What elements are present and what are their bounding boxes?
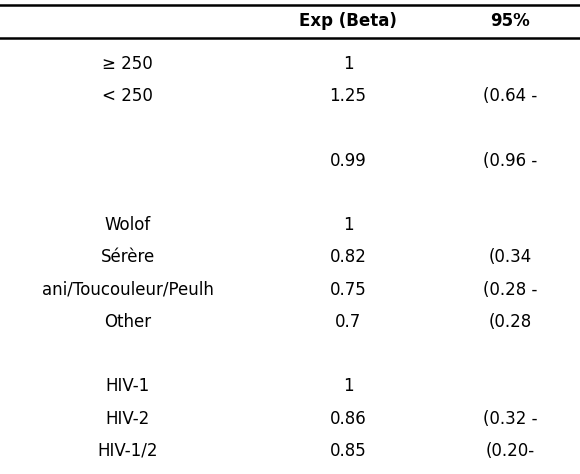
Text: (0.28 -: (0.28 - <box>483 281 538 299</box>
Text: 1: 1 <box>343 377 353 395</box>
Text: HIV-1/2: HIV-1/2 <box>97 442 158 460</box>
Text: HIV-2: HIV-2 <box>106 410 150 428</box>
Text: Wolof: Wolof <box>104 216 151 234</box>
Text: 0.75: 0.75 <box>329 281 367 299</box>
Text: ani/Toucouleur/Peulh: ani/Toucouleur/Peulh <box>42 281 213 299</box>
Text: (0.32 -: (0.32 - <box>483 410 538 428</box>
Text: 1: 1 <box>343 216 353 234</box>
Text: Sérère: Sérère <box>100 248 155 266</box>
Text: ≥ 250: ≥ 250 <box>102 55 153 73</box>
Text: 0.99: 0.99 <box>329 152 367 170</box>
Text: HIV-1: HIV-1 <box>106 377 150 395</box>
Text: Exp (Beta): Exp (Beta) <box>299 12 397 30</box>
Text: 0.7: 0.7 <box>335 313 361 331</box>
Text: Other: Other <box>104 313 151 331</box>
Text: (0.34: (0.34 <box>489 248 532 266</box>
Text: (0.20-: (0.20- <box>486 442 535 460</box>
Text: (0.28: (0.28 <box>489 313 532 331</box>
Text: 1: 1 <box>343 55 353 73</box>
Text: (0.96 -: (0.96 - <box>483 152 538 170</box>
Text: (0.64 -: (0.64 - <box>483 87 538 105</box>
Text: 95%: 95% <box>491 12 530 30</box>
Text: 0.86: 0.86 <box>329 410 367 428</box>
Text: 0.82: 0.82 <box>329 248 367 266</box>
Text: < 250: < 250 <box>102 87 153 105</box>
Text: 1.25: 1.25 <box>329 87 367 105</box>
Text: 0.85: 0.85 <box>329 442 367 460</box>
